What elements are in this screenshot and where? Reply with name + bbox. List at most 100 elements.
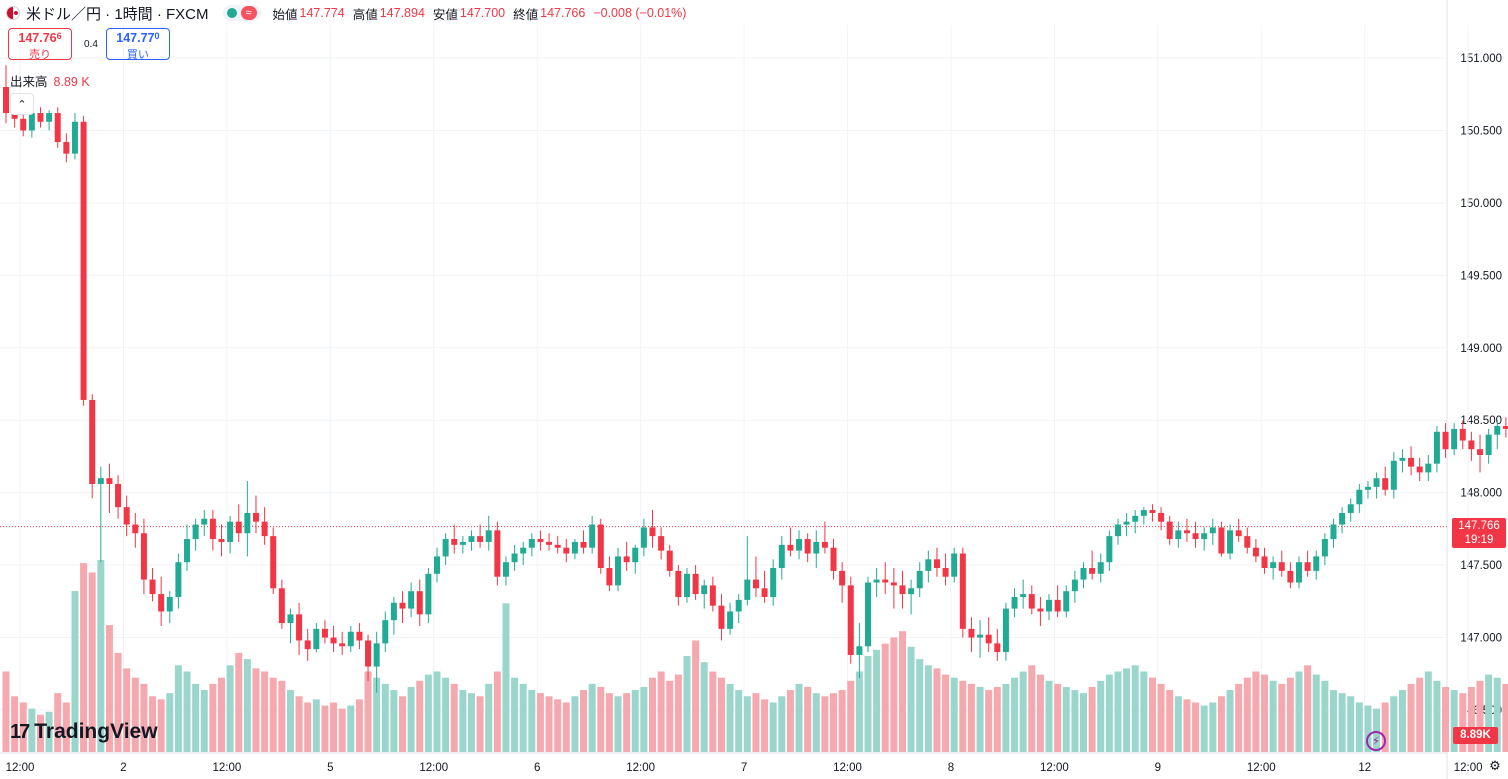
sell-label: 売り: [29, 49, 51, 61]
volume-bar: [881, 643, 889, 752]
volume-bar: [1028, 665, 1036, 752]
volume-bar: [873, 649, 881, 752]
volume-bar: [942, 674, 950, 752]
candle-body: [106, 478, 113, 484]
x-axis-tick-label: 12:00: [1247, 762, 1276, 774]
volume-bar: [243, 659, 251, 752]
candle-body: [390, 602, 397, 621]
candle-body: [994, 643, 1001, 653]
volume-bar: [390, 690, 398, 752]
candle-body: [201, 518, 208, 525]
volume-bar: [786, 690, 794, 752]
candle-body: [313, 628, 320, 650]
candle-body: [615, 556, 622, 586]
volume-bar: [545, 696, 553, 752]
volume-bar: [666, 680, 674, 752]
volume-bar: [1226, 690, 1234, 752]
candle-body: [1192, 533, 1199, 540]
y-axis-tick-label: 147.000: [1460, 633, 1502, 645]
trade-panel: 147.766 売り 0.4 147.770 買い: [8, 28, 170, 61]
candle-body: [1442, 431, 1449, 450]
volume-bar: [1278, 683, 1286, 752]
candle-body: [1278, 562, 1285, 571]
volume-bar: [80, 563, 88, 752]
volume-bar: [399, 696, 407, 752]
candle-body: [373, 643, 380, 667]
volume-bar: [174, 665, 182, 752]
settings-gear-icon[interactable]: ⚙: [1489, 758, 1501, 773]
candle-body: [63, 142, 70, 154]
candle-body: [856, 646, 863, 655]
candle-body: [184, 539, 191, 563]
volume-bar: [649, 677, 656, 752]
candle-body: [537, 539, 544, 542]
volume-bar: [536, 693, 544, 752]
volume-bar: [1364, 705, 1372, 752]
candle-body: [1037, 608, 1044, 612]
candle-body: [571, 541, 578, 554]
volume-bar: [1261, 674, 1269, 752]
volume-bar: [476, 696, 484, 752]
volume-bar: [183, 671, 191, 752]
volume-bar: [19, 702, 27, 752]
volume-bar: [1192, 702, 1200, 752]
lightning-icon[interactable]: ⚡: [1366, 731, 1386, 751]
candle-body: [632, 547, 639, 563]
candle-body: [252, 512, 259, 522]
x-axis-tick-label: 9: [1155, 762, 1161, 774]
collapse-legend-button[interactable]: ⌃: [10, 93, 34, 115]
volume-bar: [1269, 680, 1277, 752]
candle-body: [1063, 591, 1070, 612]
candle-body: [744, 579, 751, 600]
candle-body: [959, 553, 966, 629]
last-price-tag: 147.766 19:19: [1452, 518, 1506, 548]
volume-bar: [605, 693, 613, 752]
candle-body: [649, 527, 656, 537]
volume-bar: [1485, 674, 1493, 752]
volume-bar: [330, 702, 338, 752]
buy-label: 買い: [126, 49, 149, 61]
volume-bar: [1200, 705, 1208, 752]
candle-body: [675, 570, 682, 597]
volume-bar: [304, 702, 312, 752]
x-axis-tick-label: 8: [948, 762, 954, 774]
volume-bar: [1174, 696, 1182, 752]
volume-bar: [1209, 702, 1217, 752]
volume-bar: [312, 699, 320, 752]
buy-button[interactable]: 147.770 買い: [105, 28, 170, 61]
candle-body: [658, 536, 665, 551]
volume-bar: [1062, 686, 1070, 752]
open-label: 始値: [272, 7, 298, 22]
candle-body: [1028, 594, 1035, 609]
volume-bar: [821, 696, 829, 752]
volume-bar: [580, 690, 588, 752]
status-pill[interactable]: ≈: [222, 5, 261, 21]
volume-bar: [424, 674, 432, 752]
volume-bar: [735, 690, 743, 752]
sell-button[interactable]: 147.766 売り: [8, 28, 72, 61]
volume-bar: [717, 677, 725, 752]
volume-bar: [1476, 680, 1484, 752]
symbol-title[interactable]: 米ドル／円 · 1時間 · FXCM: [26, 5, 209, 23]
tradingview-logo[interactable]: 17 TradingView: [10, 720, 158, 744]
x-axis-tick-label: 12:00: [1040, 762, 1069, 774]
x-axis-tick-label: 12:00: [626, 762, 655, 774]
volume-bar: [1036, 674, 1044, 752]
volume-bar: [286, 690, 294, 752]
volume-bar: [2, 671, 10, 752]
candle-body: [1183, 530, 1190, 534]
candle-body: [1244, 536, 1251, 548]
candle-body: [1132, 515, 1139, 522]
candle-body: [1270, 562, 1277, 569]
candle-body: [140, 533, 147, 580]
candle-body: [1339, 512, 1346, 525]
volume-bar: [166, 693, 174, 752]
candle-body: [46, 113, 53, 122]
y-axis-tick-label: 151.000: [1460, 53, 1502, 65]
volume-bar: [1407, 683, 1415, 752]
volume-bar: [554, 699, 562, 752]
candle-body: [166, 596, 173, 612]
volume-bar: [1329, 690, 1337, 752]
candle-body: [1218, 527, 1225, 554]
